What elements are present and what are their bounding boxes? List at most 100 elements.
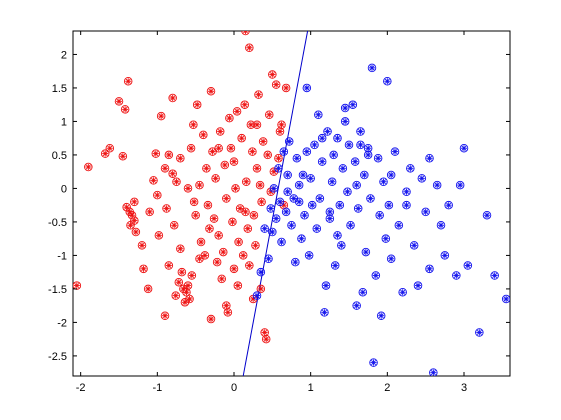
point-s2-30: [314, 110, 323, 119]
point-s1-12: [130, 216, 139, 225]
point-s2-57: [366, 194, 375, 203]
point-s1-58: [212, 257, 222, 267]
point-s2-60: [371, 271, 381, 280]
point-s1-82: [246, 120, 256, 130]
decision-boundary: [242, 31, 309, 376]
point-s1-40: [185, 294, 194, 304]
point-s1-98: [271, 80, 281, 89]
y-tick-label-8: -1.5: [48, 284, 67, 296]
point-s2-53: [358, 288, 368, 297]
point-s2-33: [320, 308, 329, 317]
point-s1-19: [149, 176, 158, 185]
data-points: [73, 31, 510, 376]
point-s2-19: [292, 154, 302, 163]
point-s2-46: [344, 140, 354, 150]
axis-ticks: [73, 31, 510, 376]
y-tick-label-9: -2: [57, 317, 67, 329]
point-s1-23: [156, 111, 166, 121]
point-s2-90: [490, 271, 499, 280]
point-s2-67: [384, 200, 394, 210]
point-s1-15: [131, 227, 141, 237]
point-s1-62: [219, 247, 228, 257]
point-s2-72: [402, 187, 411, 197]
point-s2-12: [279, 147, 289, 156]
point-s2-82: [440, 251, 450, 260]
point-s2-4: [264, 254, 273, 264]
point-s1-77: [241, 31, 250, 36]
point-s1-2: [84, 162, 93, 172]
point-s2-24: [302, 147, 312, 156]
point-s2-11: [277, 237, 286, 247]
point-s2-45: [343, 187, 352, 197]
point-s1-31: [171, 291, 180, 300]
point-s1-27: [164, 261, 174, 270]
point-s2-28: [310, 140, 319, 150]
point-s2-101: [325, 207, 335, 217]
point-s2-20: [294, 180, 304, 190]
y-tick-label-3: 1: [61, 116, 67, 128]
point-s2-87: [463, 261, 473, 270]
x-tick-label-5: 2: [384, 382, 390, 394]
point-s2-97: [333, 231, 342, 240]
point-s1-33: [174, 277, 184, 287]
point-s1-35: [177, 267, 187, 277]
point-s2-85: [455, 180, 465, 190]
point-s1-91: [260, 328, 269, 337]
point-s1-53: [205, 224, 214, 233]
point-s2-9: [274, 164, 283, 173]
point-s1-114: [229, 157, 239, 166]
point-s1-94: [265, 110, 274, 119]
point-s2-98: [283, 187, 292, 197]
point-s2-104: [402, 200, 411, 210]
point-s2-81: [436, 221, 446, 230]
point-s1-50: [200, 251, 210, 260]
point-s1-69: [229, 264, 239, 274]
point-s1-99: [274, 154, 283, 163]
point-s2-83: [444, 200, 453, 210]
point-s2-35: [323, 127, 332, 136]
point-s1-30: [169, 221, 179, 230]
point-s2-15: [284, 137, 294, 146]
point-s1-6: [118, 152, 128, 161]
point-s2-92: [340, 103, 350, 113]
point-s2-29: [312, 224, 322, 233]
point-s2-5: [266, 204, 276, 213]
point-s1-8: [123, 76, 133, 86]
point-s2-8: [271, 214, 281, 223]
point-s1-113: [176, 154, 185, 163]
point-s1-7: [120, 105, 130, 114]
point-s2-34: [321, 281, 331, 290]
point-s1-89: [257, 197, 266, 207]
point-s2-58: [367, 63, 377, 73]
point-s1-20: [151, 149, 161, 158]
point-s2-1: [252, 291, 262, 300]
point-s2-75: [413, 281, 423, 290]
point-s1-101: [277, 120, 286, 130]
point-s2-79: [429, 368, 438, 376]
point-s2-7: [269, 184, 279, 193]
point-s1-105: [206, 314, 216, 324]
point-s2-93: [317, 133, 327, 143]
point-s1-1: [73, 281, 82, 290]
point-s1-117: [252, 120, 262, 130]
point-s1-103: [281, 83, 291, 93]
point-s2-61: [373, 154, 383, 163]
point-s1-87: [254, 90, 263, 99]
y-axis-tick-labels: 2 1.5 1 0.5 0 -0.5 -1 -1.5 -2 -2.5: [48, 49, 67, 362]
point-s1-3: [100, 149, 110, 158]
point-s1-4: [105, 143, 115, 153]
point-s2-69: [390, 147, 400, 156]
point-s2-65: [381, 234, 391, 243]
point-s1-67: [226, 143, 236, 153]
point-s1-18: [143, 284, 153, 294]
point-s2-27: [307, 200, 317, 210]
series-1: [73, 31, 291, 344]
x-tick-label-6: 3: [461, 382, 467, 394]
point-s2-73: [406, 164, 415, 173]
point-s2-22: [298, 170, 308, 180]
x-tick-label-2: -1: [152, 382, 162, 394]
point-s2-78: [425, 264, 434, 274]
point-s1-34: [176, 244, 185, 253]
point-s2-16: [287, 221, 296, 230]
point-s1-14: [130, 197, 139, 207]
